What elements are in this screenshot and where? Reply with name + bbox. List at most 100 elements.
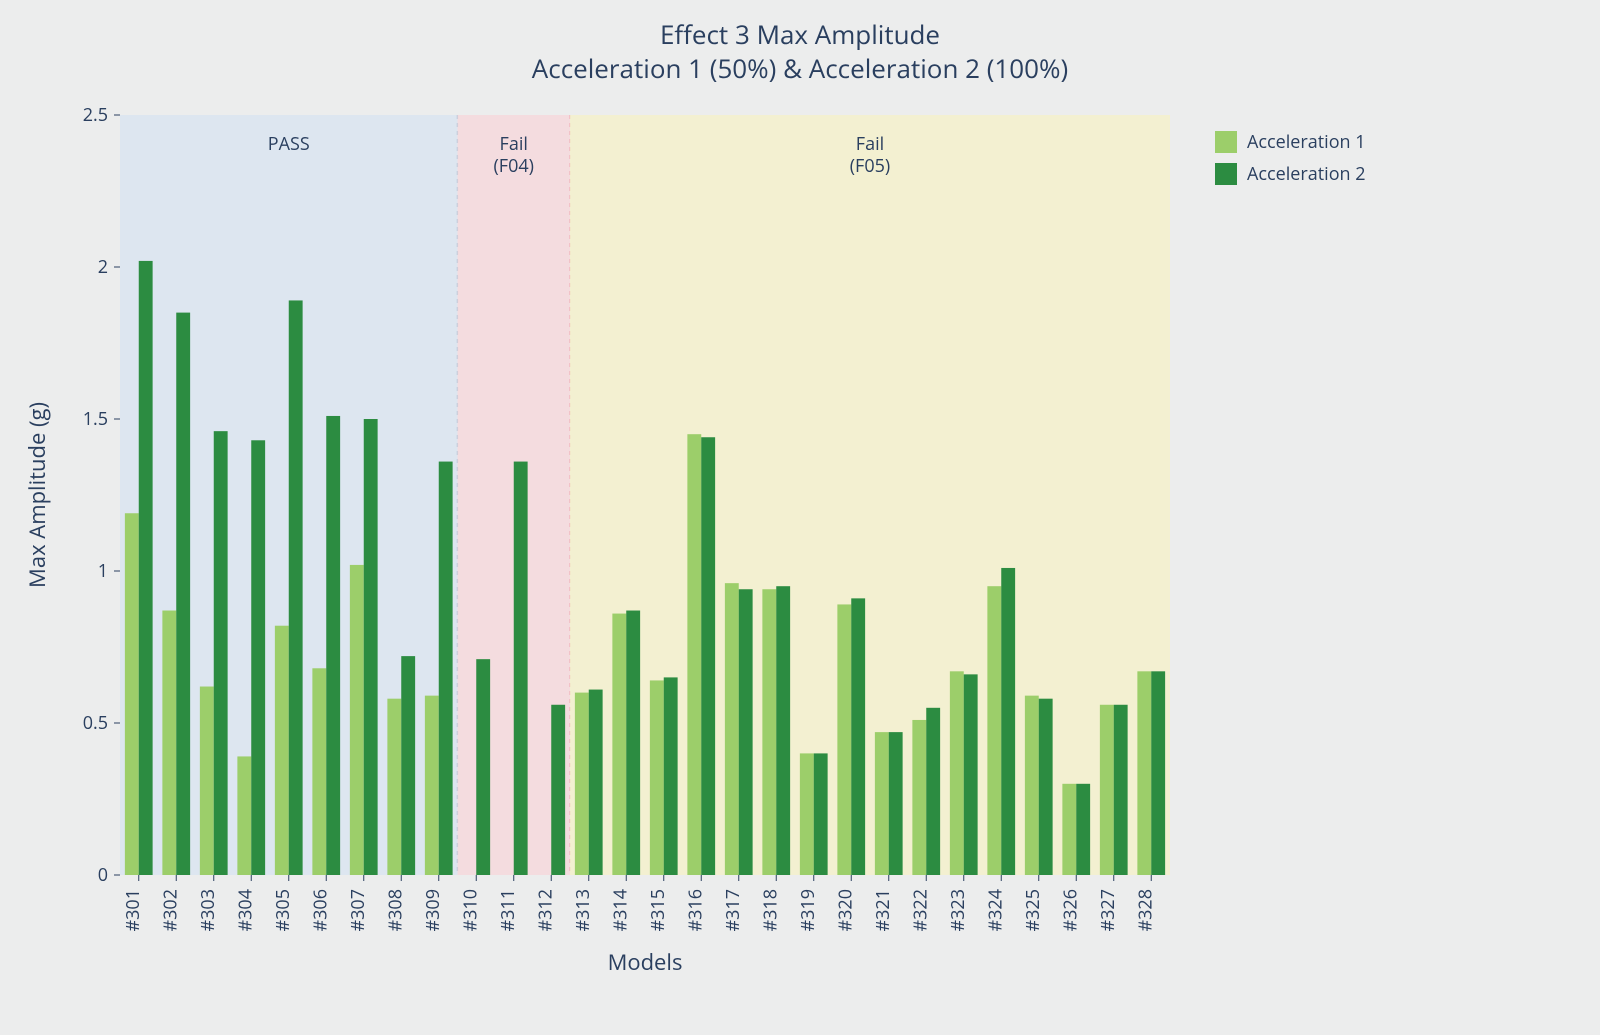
legend: Acceleration 1 Acceleration 2 bbox=[1215, 130, 1366, 194]
bar bbox=[912, 720, 926, 875]
x-tick-label: #309 bbox=[421, 889, 445, 932]
x-tick-label: #323 bbox=[946, 889, 970, 932]
bar bbox=[987, 586, 1001, 875]
bar bbox=[701, 437, 715, 875]
bar bbox=[476, 659, 490, 875]
legend-label: Acceleration 1 bbox=[1247, 130, 1366, 154]
bar bbox=[851, 598, 865, 875]
y-tick-label: 2 bbox=[98, 255, 108, 279]
x-tick-label: #314 bbox=[608, 889, 632, 932]
bar bbox=[275, 626, 289, 875]
bar bbox=[139, 261, 153, 875]
bar bbox=[664, 677, 678, 875]
bar bbox=[289, 300, 303, 875]
x-tick-label: #321 bbox=[871, 889, 895, 932]
legend-item[interactable]: Acceleration 1 bbox=[1215, 130, 1366, 154]
bar bbox=[950, 671, 964, 875]
bar bbox=[800, 753, 814, 875]
bar bbox=[739, 589, 753, 875]
bar bbox=[926, 708, 940, 875]
x-tick-label: #311 bbox=[496, 889, 520, 932]
x-tick-label: #310 bbox=[458, 889, 482, 932]
legend-item[interactable]: Acceleration 2 bbox=[1215, 162, 1366, 186]
bar bbox=[312, 668, 326, 875]
region-label: Fail bbox=[856, 132, 884, 156]
x-tick-label: #303 bbox=[196, 889, 220, 932]
bar bbox=[439, 462, 453, 875]
y-tick-label: 0 bbox=[98, 863, 108, 887]
bar bbox=[762, 589, 776, 875]
bar bbox=[1137, 671, 1151, 875]
bar bbox=[889, 732, 903, 875]
region-label: (F05) bbox=[850, 154, 891, 178]
x-tick-label: #319 bbox=[796, 889, 820, 932]
x-tick-label: #317 bbox=[721, 889, 745, 932]
x-tick-label: #324 bbox=[983, 889, 1007, 932]
bar bbox=[350, 565, 364, 875]
bar bbox=[776, 586, 790, 875]
region-label: Fail bbox=[500, 132, 528, 156]
bar bbox=[401, 656, 415, 875]
bar bbox=[612, 614, 626, 875]
x-tick-label: #301 bbox=[121, 889, 145, 932]
bar bbox=[237, 756, 251, 875]
x-tick-label: #302 bbox=[158, 889, 182, 932]
region-label: PASS bbox=[268, 132, 310, 156]
bar bbox=[964, 674, 978, 875]
bar bbox=[162, 611, 176, 875]
bar bbox=[1100, 705, 1114, 875]
bar bbox=[589, 690, 603, 875]
bar bbox=[725, 583, 739, 875]
x-tick-label: #315 bbox=[646, 889, 670, 932]
bar bbox=[387, 699, 401, 875]
x-axis-label: Models bbox=[608, 947, 683, 977]
bar bbox=[1001, 568, 1015, 875]
bar bbox=[1062, 784, 1076, 875]
x-tick-label: #326 bbox=[1058, 889, 1082, 932]
bar bbox=[650, 680, 664, 875]
x-tick-label: #318 bbox=[758, 889, 782, 932]
x-tick-label: #304 bbox=[233, 889, 257, 932]
bar bbox=[551, 705, 565, 875]
bar bbox=[364, 419, 378, 875]
x-tick-label: #308 bbox=[383, 889, 407, 932]
bar bbox=[514, 462, 528, 875]
bar bbox=[1076, 784, 1090, 875]
bar bbox=[575, 693, 589, 875]
chart-container: Effect 3 Max Amplitude Acceleration 1 (5… bbox=[0, 0, 1600, 1035]
bar bbox=[200, 687, 214, 875]
bar bbox=[687, 434, 701, 875]
y-axis-label: Max Amplitude (g) bbox=[22, 402, 52, 588]
bar bbox=[626, 611, 640, 875]
legend-swatch bbox=[1215, 163, 1237, 185]
bar bbox=[176, 313, 190, 875]
x-tick-label: #306 bbox=[308, 889, 332, 932]
y-tick-label: 2.5 bbox=[83, 103, 108, 127]
y-tick-label: 0.5 bbox=[83, 711, 108, 735]
bar bbox=[1114, 705, 1128, 875]
bar bbox=[875, 732, 889, 875]
region-label: (F04) bbox=[494, 154, 535, 178]
bar bbox=[125, 513, 139, 875]
x-tick-label: #322 bbox=[908, 889, 932, 932]
x-tick-label: #312 bbox=[533, 889, 557, 932]
y-tick-label: 1 bbox=[98, 559, 108, 583]
x-tick-label: #327 bbox=[1096, 889, 1120, 932]
x-tick-label: #307 bbox=[346, 889, 370, 932]
x-tick-label: #328 bbox=[1133, 889, 1157, 932]
x-tick-label: #313 bbox=[571, 889, 595, 932]
y-tick-label: 1.5 bbox=[83, 407, 108, 431]
bar bbox=[425, 696, 439, 875]
legend-label: Acceleration 2 bbox=[1247, 162, 1366, 186]
x-tick-label: #305 bbox=[271, 889, 295, 932]
x-tick-label: #316 bbox=[683, 889, 707, 932]
bar bbox=[814, 753, 828, 875]
bar bbox=[1151, 671, 1165, 875]
bar bbox=[251, 440, 265, 875]
bar bbox=[1039, 699, 1053, 875]
x-tick-label: #325 bbox=[1021, 889, 1045, 932]
x-tick-label: #320 bbox=[833, 889, 857, 932]
bar bbox=[214, 431, 228, 875]
bar bbox=[837, 604, 851, 875]
bar bbox=[1025, 696, 1039, 875]
